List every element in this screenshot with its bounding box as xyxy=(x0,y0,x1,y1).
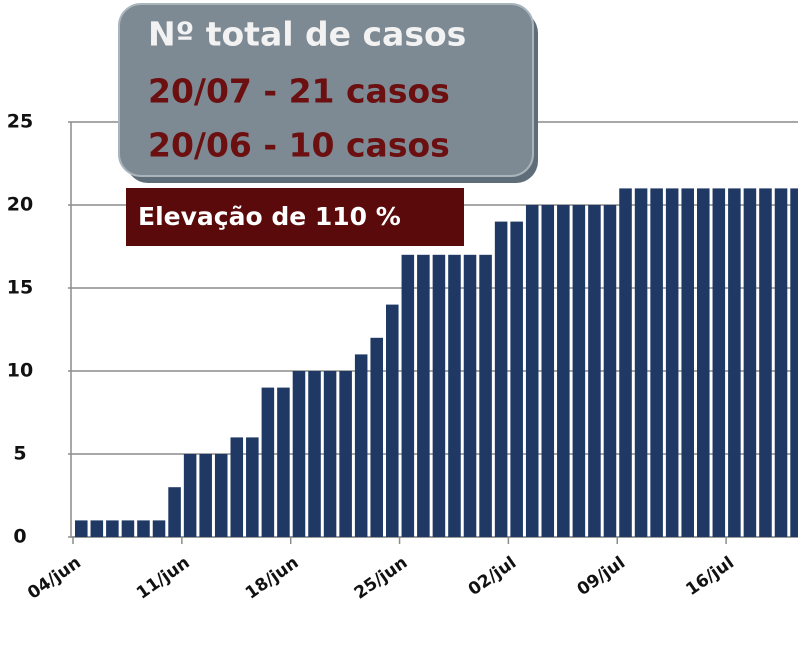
x-tick-label: 02/jul xyxy=(465,553,520,600)
bar xyxy=(603,205,617,537)
bar xyxy=(634,188,648,537)
bar xyxy=(106,520,119,537)
bar xyxy=(759,188,772,537)
bar xyxy=(728,188,741,537)
bar xyxy=(386,304,399,537)
bar xyxy=(292,371,306,537)
bar xyxy=(354,354,368,537)
bar xyxy=(681,188,694,537)
y-tick-label: 20 xyxy=(7,194,33,216)
bar xyxy=(75,520,88,537)
bar xyxy=(541,205,555,537)
bar xyxy=(697,188,710,537)
bar xyxy=(790,188,798,537)
overlay: Nº total de casos 20/07 - 21 casos 20/06… xyxy=(118,3,538,246)
bar xyxy=(494,221,508,537)
bar xyxy=(323,371,337,537)
bar xyxy=(743,188,757,537)
bar xyxy=(121,520,135,537)
bar xyxy=(401,254,415,538)
y-tick-label: 0 xyxy=(13,526,26,548)
bar xyxy=(90,520,104,537)
y-tick-label: 15 xyxy=(7,277,33,299)
bar xyxy=(448,254,461,538)
box-line: 20/06 - 10 casos xyxy=(148,126,450,165)
bar xyxy=(712,188,726,537)
bar xyxy=(214,454,228,537)
bar xyxy=(619,188,632,537)
y-tick-label: 10 xyxy=(7,360,33,382)
bar xyxy=(183,454,197,537)
x-tick-label: 09/jul xyxy=(574,553,629,600)
y-tick-label: 5 xyxy=(13,443,26,465)
bar xyxy=(665,188,679,537)
x-tick-label: 16/jul xyxy=(682,553,737,600)
bar xyxy=(370,337,383,537)
bar xyxy=(774,188,788,537)
box-line: Nº total de casos xyxy=(148,15,466,54)
bar xyxy=(137,520,150,537)
bar xyxy=(510,221,523,537)
y-tick-label: 25 xyxy=(7,111,33,133)
bar xyxy=(339,371,352,537)
x-tick-label: 18/jun xyxy=(242,553,303,604)
bar xyxy=(246,437,259,537)
bar xyxy=(230,437,244,537)
badge-text: Elevação de 110 % xyxy=(138,202,401,231)
bar xyxy=(308,371,321,537)
bar xyxy=(152,520,166,537)
bar xyxy=(168,487,181,537)
annotation-box xyxy=(118,3,534,177)
bar xyxy=(261,387,275,537)
bar xyxy=(463,254,477,538)
annotation-badge xyxy=(126,188,464,246)
box-line: 20/07 - 21 casos xyxy=(148,72,450,111)
bar xyxy=(277,387,290,537)
bar xyxy=(525,205,539,537)
bar xyxy=(588,205,601,537)
bar xyxy=(479,254,492,538)
bar xyxy=(199,454,212,537)
x-tick-label: 04/jun xyxy=(24,553,85,604)
x-tick-label: 11/jun xyxy=(133,553,194,604)
bar xyxy=(557,205,570,537)
bar xyxy=(417,254,430,538)
bar xyxy=(432,254,446,538)
x-tick-label: 25/jun xyxy=(351,553,412,604)
bar xyxy=(572,205,586,537)
bar xyxy=(650,188,663,537)
